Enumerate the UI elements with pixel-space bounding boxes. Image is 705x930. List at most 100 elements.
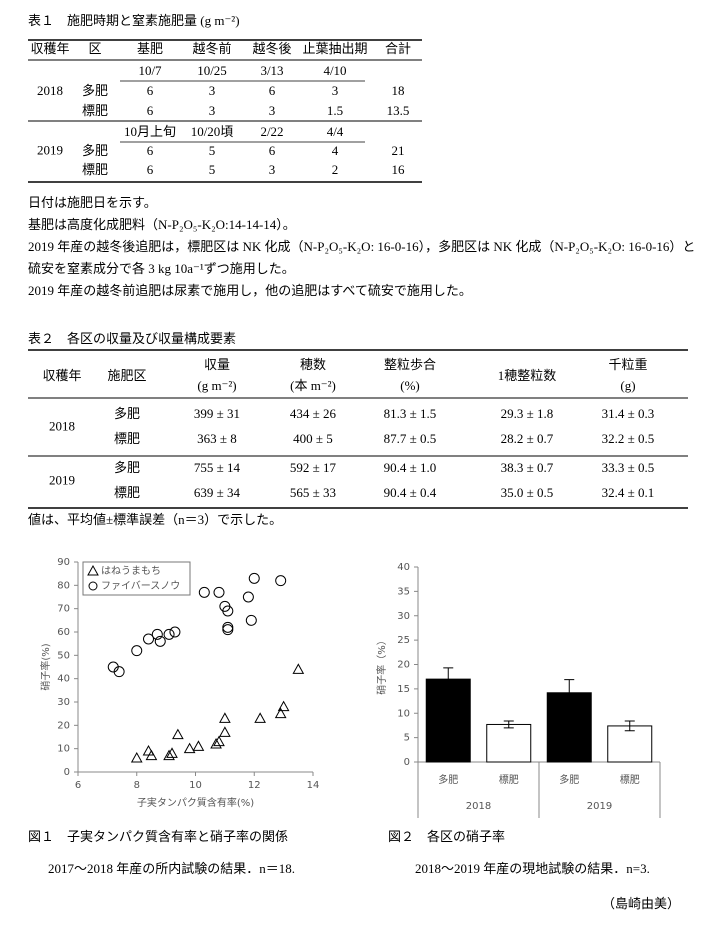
y-tick-label: 20 [397,660,410,671]
point [222,624,234,636]
group-label: 2018 [466,801,491,812]
table-cell: 6 [147,143,154,158]
column-unit: (本 m⁻²) [290,378,336,393]
point [142,744,155,756]
table-cell: 29.3 ± 1.8 [501,406,554,421]
date-cell: 2/22 [260,124,283,139]
table-cell: 434 ± 26 [290,406,337,421]
table-cell: 5 [209,162,216,177]
date-cell: 10/7 [138,63,162,78]
y-tick-label: 40 [397,562,410,573]
year-cell: 2019 [49,472,75,487]
y-tick-label: 40 [57,674,70,685]
table-cell: 565 ± 33 [290,485,336,500]
date-cell: 4/10 [323,63,346,78]
year-cell: 2018 [49,418,75,433]
column-unit: (g m⁻²) [197,378,236,393]
point [219,726,231,737]
table-cell: 3 [269,162,276,177]
table-cell: 6 [147,103,154,118]
note: 2019 年産の越冬後追肥は，標肥区は NK 化成（N-P₂O₅-K₂O: 16… [28,239,696,276]
table-cell: 3 [209,83,216,98]
table-title: 表１ 施肥時期と窒素施肥量 (g m⁻²) [28,13,240,28]
column-header: 基肥 [137,41,163,56]
column-header: 区 [88,41,101,56]
column-header: 収穫年 [30,41,69,56]
y-tick-label: 70 [57,604,70,615]
y-tick-label: 35 [397,586,410,597]
column-header: 収量 [204,357,230,372]
table-cell: 32.4 ± 0.1 [602,485,655,500]
table-cell: 81.3 ± 1.5 [384,406,437,421]
table-cell: 21 [392,143,405,158]
table-cell: 90.4 ± 1.0 [384,460,437,475]
y-tick-label: 0 [404,757,410,768]
x-tick-label: 6 [75,780,81,791]
point [242,591,254,603]
table-cell: 6 [269,83,276,98]
table-cell: 363 ± 8 [197,431,237,446]
author: （島崎由美） [602,896,680,911]
point [254,712,266,723]
bar [486,723,532,763]
y-tick-label: 10 [57,744,70,755]
point [163,749,175,761]
table-note: 値は、平均値±標準誤差（n＝3）で示した。 [28,512,282,527]
table-cell: 639 ± 34 [194,485,241,500]
table-title: 表２ 各区の収量及び収量構成要素 [28,331,236,346]
column-header: 収穫年 [42,368,81,383]
table-cell: 標肥 [82,103,108,118]
table-cell: 87.7 ± 0.5 [384,431,437,446]
point [213,586,225,598]
x-tick-label: 10 [189,780,202,791]
y-tick-label: 30 [397,611,410,622]
point [222,605,234,617]
table-cell: 33.3 ± 0.5 [602,460,655,475]
table-cell: 4 [332,143,339,158]
figure-subcaption: 2017～2018 年産の所内試験の結果．n＝18. [48,861,295,876]
point [143,633,154,645]
y-tick-label: 0 [64,767,70,778]
table-cell: 多肥 [82,143,108,158]
y-tick-label: 25 [397,635,410,646]
table-cell: 18 [392,83,405,98]
group-label: 2019 [587,801,612,812]
y-tick-label: 30 [57,697,70,708]
error-bar [443,667,454,691]
x-tick-label: 8 [134,780,140,791]
point [210,737,222,749]
date-cell: 4/4 [327,124,344,139]
bar [425,678,471,763]
y-tick-label: 15 [397,684,410,695]
year-cell: 2019 [37,142,63,157]
x-tick-label: 標肥 [620,773,640,786]
figure-caption: 図２ 各区の硝子率 [388,829,505,844]
y-tick-label: 5 [404,733,410,744]
x-tick-label: 12 [248,780,261,791]
point [274,707,287,719]
date-cell: 10/25 [197,63,227,78]
error-bar [624,720,635,732]
table-cell: 6 [147,162,154,177]
table-cell: 32.2 ± 0.5 [602,431,655,446]
x-axis-label: 子実タンパク質含有率(%) [137,796,254,809]
table-cell: 35.0 ± 0.5 [501,485,554,500]
x-tick-label: 多肥 [559,773,579,786]
point [154,635,166,647]
point [130,751,143,763]
point [245,614,257,626]
note: 2019 年産の越冬前追肥は尿素で施用し，他の追肥はすべて硫安で施用した。 [28,283,472,298]
note: 日付は施肥日を示す。 [28,195,157,210]
legend [82,561,191,596]
date-cell: 10月上旬 [124,124,176,139]
notes: 日付は施肥日を示す。 基肥は高度化成肥料（N-P₂O₅-K₂O:14-14-14… [28,192,700,302]
point [166,747,178,758]
table-cell: 標肥 [114,485,140,500]
column-header: 穂数 [300,357,326,372]
table-cell: 399 ± 31 [194,406,240,421]
point [151,628,163,640]
date-cell: 10/20頃 [191,124,234,139]
error-bar [503,720,514,729]
